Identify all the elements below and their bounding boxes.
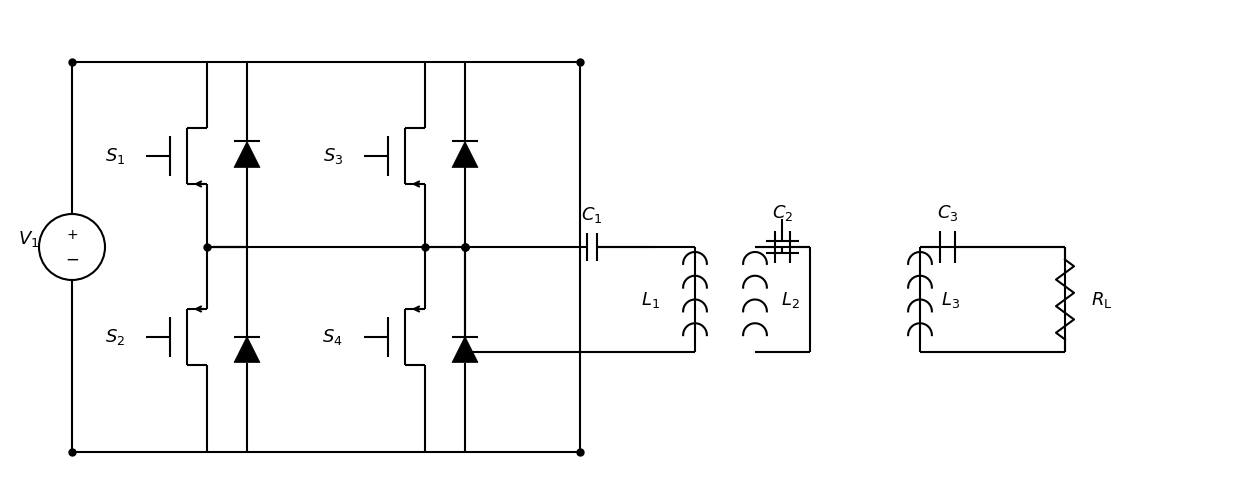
Polygon shape bbox=[452, 141, 478, 167]
Polygon shape bbox=[234, 141, 260, 167]
Text: −: − bbox=[66, 251, 79, 269]
Text: $S_4$: $S_4$ bbox=[322, 327, 343, 347]
Text: $L_3$: $L_3$ bbox=[940, 289, 959, 310]
Text: $C_3$: $C_3$ bbox=[937, 203, 958, 223]
Text: $L_1$: $L_1$ bbox=[641, 289, 660, 310]
Polygon shape bbox=[234, 336, 260, 363]
Text: $L_2$: $L_2$ bbox=[781, 289, 799, 310]
Polygon shape bbox=[452, 336, 478, 363]
Text: $V_1$: $V_1$ bbox=[17, 229, 38, 249]
Text: $S_1$: $S_1$ bbox=[105, 146, 125, 166]
Text: $C_1$: $C_1$ bbox=[581, 205, 602, 225]
Text: $R_\mathrm{L}$: $R_\mathrm{L}$ bbox=[1092, 289, 1113, 310]
Text: $S_2$: $S_2$ bbox=[105, 327, 125, 347]
Text: +: + bbox=[66, 228, 78, 242]
Text: $S_3$: $S_3$ bbox=[322, 146, 343, 166]
Text: $C_2$: $C_2$ bbox=[772, 203, 793, 223]
